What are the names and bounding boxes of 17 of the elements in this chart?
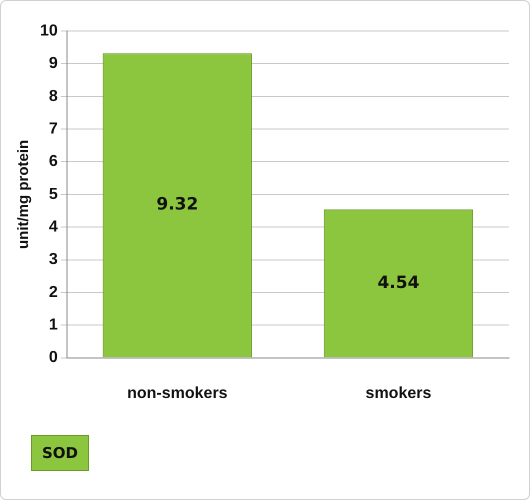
y-tick-label: 9 [48, 55, 58, 72]
data-label: 4.54 [377, 272, 420, 293]
y-tick-label: 10 [40, 22, 58, 40]
data-label: 9.32 [156, 194, 198, 215]
x-tick-label: smokers [366, 384, 432, 402]
y-tick-label: 3 [48, 251, 58, 268]
y-tick-label: 1 [48, 316, 58, 334]
text: SOD [31, 435, 90, 471]
y-tick-label: 6 [48, 153, 58, 170]
y-tick-label: 5 [48, 186, 58, 203]
y-tick-label: 8 [48, 88, 58, 105]
x-tick-label: non-smokers [127, 384, 228, 402]
y-tick-label: 0 [48, 349, 58, 366]
y-tick-label: 7 [48, 120, 58, 138]
y-tick-label: 2 [48, 284, 58, 301]
y-axis-title: unit/mg protein [15, 140, 32, 249]
y-tick-label: 4 [48, 218, 58, 236]
